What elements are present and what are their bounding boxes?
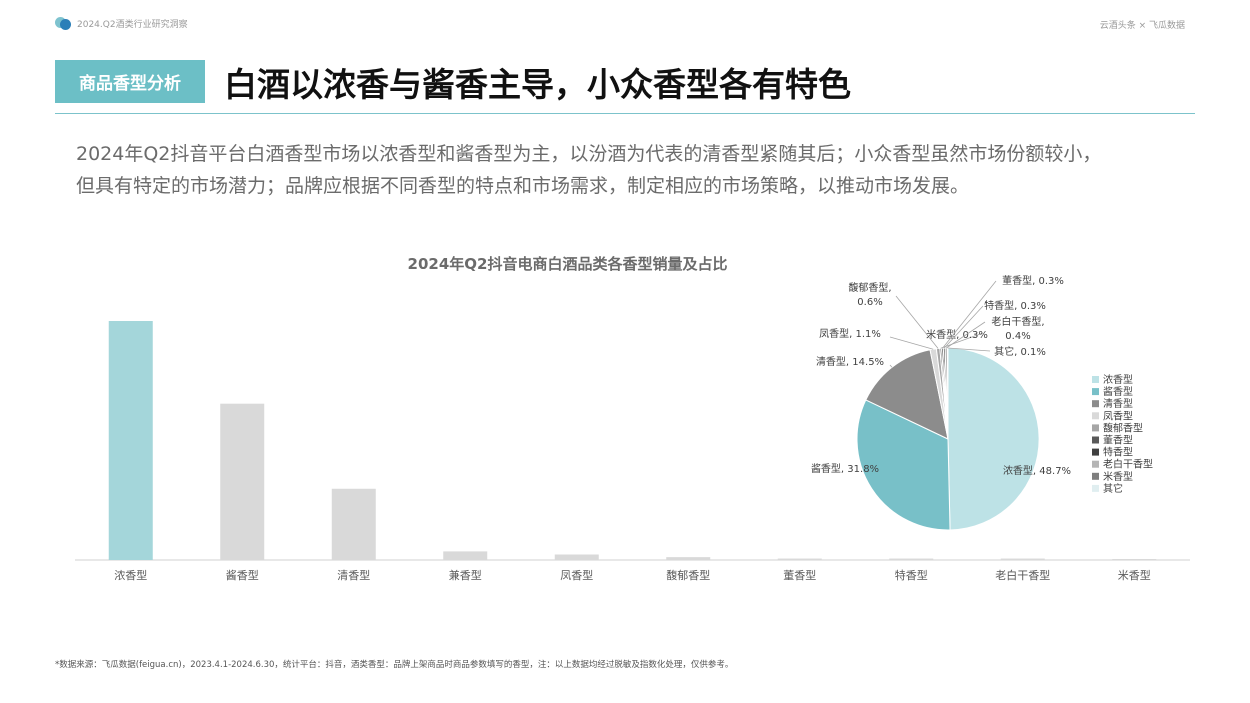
legend-swatch-0 (1092, 376, 1099, 383)
x-tick-label-8: 老白干香型 (995, 568, 1050, 582)
brand-credit: 云酒头条 × 飞瓜数据 (1099, 21, 1185, 31)
legend-swatch-7 (1092, 460, 1099, 468)
bar-1 (220, 403, 265, 560)
pie-leader-line-7 (943, 305, 984, 349)
legend-label-3: 凤香型 (1103, 409, 1133, 422)
x-tick-label-1: 酱香型 (226, 568, 259, 582)
pie-leader-line-6 (942, 280, 997, 349)
title-divider (55, 113, 1195, 114)
legend-label-9: 其它 (1103, 482, 1123, 495)
legend-label-8: 米香型 (1103, 470, 1133, 483)
bar-9 (1112, 559, 1157, 560)
pie-leader-line-8 (946, 321, 986, 349)
pie-leader-line-4 (895, 295, 939, 349)
bar-6 (777, 558, 822, 560)
pie-label-7: 特香型, 0.3% (984, 299, 1046, 312)
pie-label-2: 清香型, 14.5% (816, 355, 884, 368)
footnote: *数据来源：飞瓜数据(feigua.cn)，2023.4.1-2024.6.30… (55, 660, 734, 670)
legend-swatch-9 (1092, 484, 1099, 492)
pie-label-9: 其它, 0.1% (994, 345, 1046, 358)
report-logo-icon (55, 17, 71, 30)
x-tick-label-4: 凤香型 (560, 568, 593, 582)
x-tick-label-0: 浓香型 (114, 568, 147, 582)
legend-swatch-8 (1092, 472, 1099, 480)
pie-leader-line-5 (940, 332, 984, 349)
pie-label-6: 董香型, 0.3% (1002, 274, 1064, 287)
pie-leader-line-9 (947, 347, 991, 352)
legend-swatch-6 (1092, 448, 1099, 456)
pie-slice-0 (947, 347, 1040, 531)
intro-line-1: 2024年Q2抖音平台白酒香型市场以浓香型和酱香型为主，以汾酒为代表的清香型紧随… (76, 143, 1102, 165)
legend-label-7: 老白干香型 (1103, 458, 1153, 471)
pie-label-value-8: 0.4% (1005, 331, 1030, 342)
intro-line-2: 但具有特定的市场潜力；品牌应根据不同香型的特点和市场需求，制定相应的市场策略，以… (76, 175, 970, 197)
page-title: 白酒以浓香与酱香主导，小众香型各有特色 (224, 65, 851, 104)
intro-paragraph: 2024年Q2抖音平台白酒香型市场以浓香型和酱香型为主，以汾酒为代表的清香型紧随… (76, 138, 1196, 202)
x-tick-label-5: 馥郁香型 (666, 568, 710, 582)
legend-label-4: 馥郁香型 (1103, 421, 1143, 434)
legend-label-5: 董香型 (1103, 434, 1133, 447)
bar-8 (1000, 558, 1045, 560)
bar-5 (666, 557, 711, 560)
x-tick-label-7: 特香型 (895, 568, 928, 582)
legend-swatch-5 (1092, 436, 1099, 444)
pie-label-0: 浓香型, 48.7% (1003, 464, 1071, 477)
pie-leader-line-3 (889, 336, 934, 350)
report-name: 2024.Q2酒类行业研究洞察 (77, 20, 188, 30)
legend-swatch-3 (1092, 412, 1099, 420)
bar-3 (443, 551, 488, 560)
pie-leader-line-2 (889, 364, 893, 368)
x-tick-label-9: 米香型 (1118, 568, 1151, 582)
pie-slice-1 (856, 399, 951, 531)
x-tick-label-6: 董香型 (783, 568, 816, 582)
pie-label-name-8: 老白干香型, (991, 315, 1044, 328)
report-header: 2024.Q2酒类行业研究洞察 (55, 17, 188, 30)
pie-slice-9 (946, 347, 949, 440)
bar-4 (554, 554, 599, 560)
pie-label-name-4: 馥郁香型, (848, 281, 891, 294)
legend-label-6: 特香型 (1103, 446, 1133, 459)
bar-2 (331, 488, 376, 560)
legend-swatch-1 (1092, 388, 1099, 396)
bar-0 (108, 321, 153, 560)
x-tick-label-2: 清香型 (337, 568, 370, 582)
x-tick-label-3: 兼香型 (449, 568, 482, 582)
legend-swatch-2 (1092, 400, 1099, 408)
bar-7 (889, 558, 934, 560)
pie-label-3: 凤香型, 1.1% (819, 327, 881, 340)
legend-swatch-4 (1092, 424, 1099, 432)
legend-label-2: 清香型 (1103, 397, 1133, 410)
pie-slice-2 (865, 349, 949, 440)
chart-title: 2024年Q2抖音电商白酒品类各香型销量及占比 (407, 255, 728, 273)
pie-label-1: 酱香型, 31.8% (811, 462, 879, 475)
section-tag: 商品香型分析 (55, 60, 205, 103)
legend-label-0: 浓香型 (1103, 373, 1133, 386)
legend-label-1: 酱香型 (1103, 385, 1133, 398)
pie-label-value-4: 0.6% (857, 297, 882, 308)
